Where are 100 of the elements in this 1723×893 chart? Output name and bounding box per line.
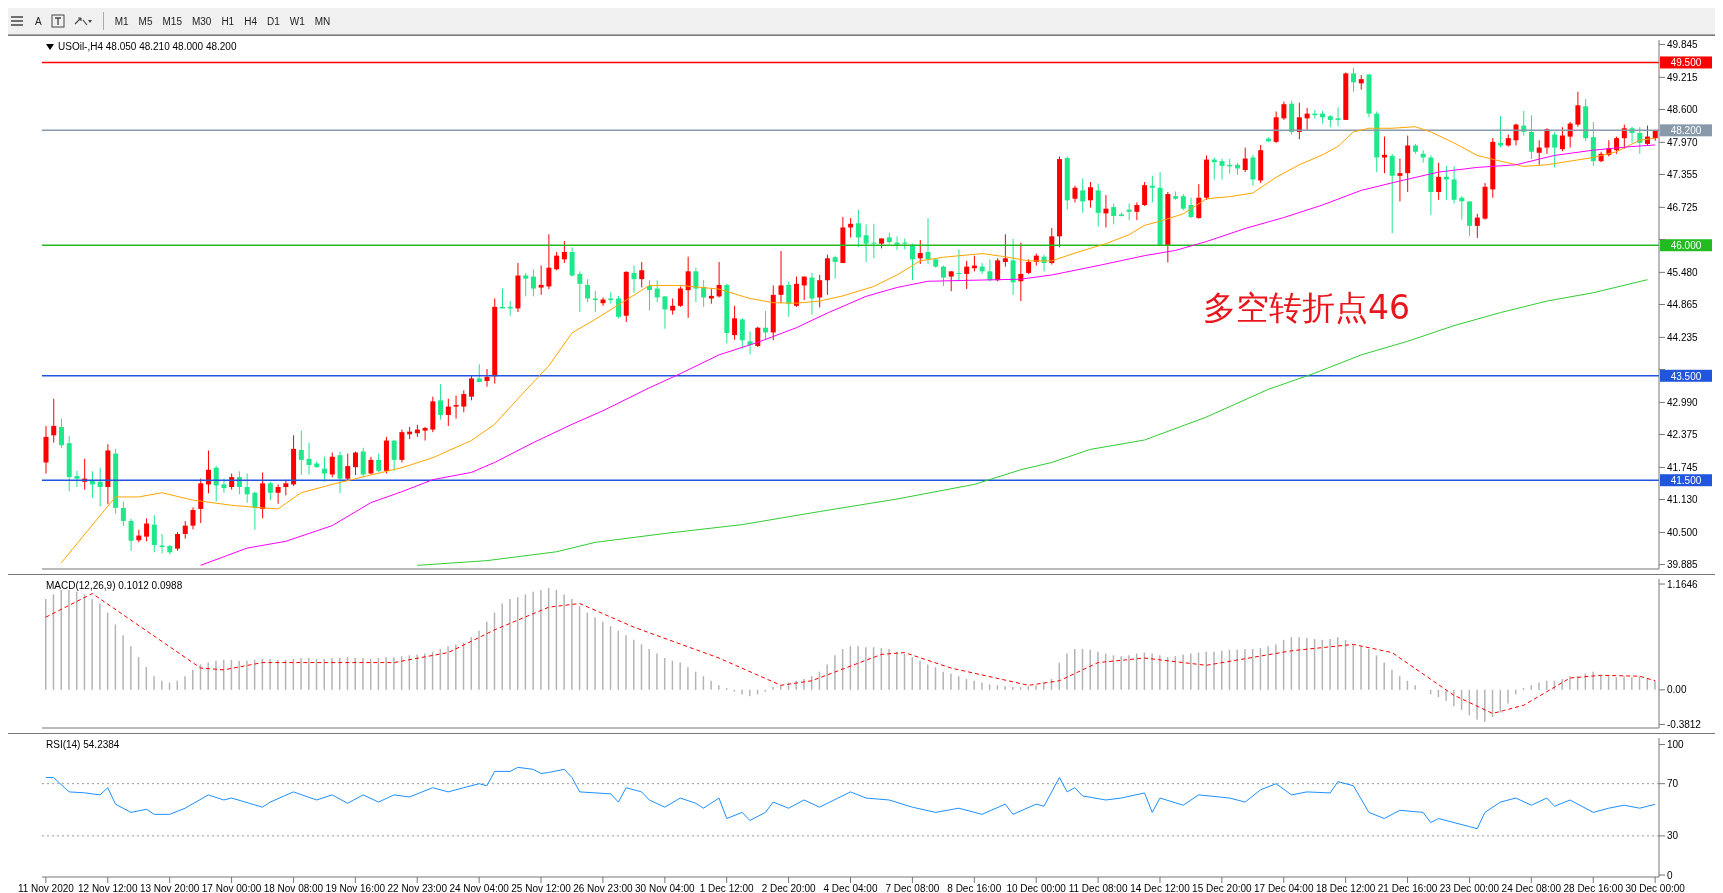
y-tick-label: 47.970 bbox=[1667, 136, 1699, 148]
x-tick-label: 1 Dec 12:00 bbox=[699, 883, 755, 893]
candlestick bbox=[1621, 124, 1627, 150]
candlestick bbox=[554, 251, 560, 271]
candlestick bbox=[925, 217, 931, 265]
x-tick-label: 24 Nov 04:00 bbox=[449, 883, 510, 893]
candlestick bbox=[1436, 162, 1442, 201]
candlestick bbox=[1242, 147, 1248, 173]
annotation: 多空转折点46 bbox=[1203, 287, 1410, 329]
candlestick bbox=[51, 398, 57, 444]
y-tick-label: 47.355 bbox=[1667, 169, 1699, 181]
x-tick-label: 30 Nov 04:00 bbox=[635, 883, 695, 893]
candlestick bbox=[956, 248, 962, 281]
candlestick bbox=[530, 268, 536, 297]
candlestick bbox=[484, 368, 490, 388]
y-tick-label: 70 bbox=[1667, 778, 1679, 790]
candlestick bbox=[561, 240, 567, 264]
x-tick-label: 22 Nov 23:00 bbox=[387, 883, 448, 893]
candlestick bbox=[995, 257, 1001, 282]
candlestick bbox=[1149, 175, 1155, 203]
candlestick bbox=[445, 398, 451, 427]
candlestick bbox=[1095, 183, 1101, 227]
candlestick bbox=[1080, 177, 1086, 214]
candlestick bbox=[677, 285, 683, 308]
candlestick bbox=[654, 279, 660, 303]
candlestick bbox=[1528, 114, 1534, 160]
line-series bbox=[416, 279, 1648, 566]
candlestick bbox=[809, 272, 815, 316]
candlestick bbox=[585, 278, 591, 303]
x-tick-label: 23 Dec 00:00 bbox=[1439, 883, 1500, 893]
candlestick bbox=[1111, 202, 1117, 225]
chart-title: RSI(14) 54.2384 bbox=[46, 739, 120, 750]
candlestick bbox=[546, 233, 552, 290]
x-tick-label: 13 Nov 20:00 bbox=[139, 883, 200, 893]
text: A bbox=[34, 14, 43, 29]
candlestick bbox=[1474, 213, 1480, 239]
candlestick bbox=[267, 481, 273, 501]
candlestick bbox=[128, 518, 134, 552]
candlestick bbox=[732, 305, 738, 341]
y-tick-label: 46.725 bbox=[1667, 201, 1699, 213]
candlestick bbox=[1389, 153, 1395, 234]
candlestick bbox=[639, 261, 645, 289]
candlestick bbox=[1087, 181, 1093, 209]
text: D1 bbox=[266, 14, 281, 29]
y-tick-label: 42.375 bbox=[1667, 429, 1699, 441]
candlestick bbox=[221, 478, 227, 494]
candlestick bbox=[1296, 102, 1302, 140]
candlestick bbox=[1552, 131, 1558, 168]
candlestick bbox=[940, 265, 946, 287]
x-tick-label: 18 Dec 12:00 bbox=[1315, 883, 1376, 893]
candlestick bbox=[1559, 126, 1565, 152]
candlestick bbox=[817, 274, 823, 308]
x-tick-label: 10 Dec 00:00 bbox=[1006, 883, 1067, 893]
text: W1 bbox=[288, 14, 306, 29]
candlestick bbox=[275, 483, 281, 505]
candlestick bbox=[345, 453, 351, 482]
x-tick-label: 15 Dec 20:00 bbox=[1192, 883, 1253, 893]
x-tick-label: 17 Nov 00:00 bbox=[201, 883, 262, 893]
x-tick-label: 26 Nov 23:00 bbox=[573, 883, 634, 893]
y-tick-label: 48.600 bbox=[1667, 104, 1699, 115]
x-tick-label: 7 Dec 08:00 bbox=[885, 883, 940, 893]
candlestick bbox=[523, 272, 529, 297]
candlestick bbox=[755, 326, 761, 348]
x-tick-label: 19 Nov 16:00 bbox=[325, 883, 386, 893]
candlestick bbox=[244, 472, 250, 504]
candlestick bbox=[786, 281, 792, 318]
candlestick bbox=[793, 276, 799, 308]
candlestick bbox=[453, 395, 459, 420]
candlestick bbox=[120, 501, 126, 527]
candlestick bbox=[855, 209, 861, 248]
x-tick-label: 14 Dec 12:00 bbox=[1130, 883, 1191, 893]
candlestick bbox=[1351, 67, 1357, 93]
y-tick-label: 41.130 bbox=[1667, 494, 1699, 506]
x-tick-label: 21 Dec 16:00 bbox=[1377, 883, 1438, 893]
ref-line-label: 48.200 bbox=[1670, 125, 1702, 137]
candlestick bbox=[1134, 201, 1140, 221]
candlestick bbox=[1335, 106, 1341, 127]
y-tick-label: 41.745 bbox=[1667, 461, 1699, 473]
x-tick-label: 24 Dec 08:00 bbox=[1501, 883, 1562, 893]
candlestick bbox=[144, 517, 150, 542]
candlestick bbox=[824, 254, 830, 296]
x-tick-label: 8 Dec 16:00 bbox=[947, 883, 1002, 893]
candlestick bbox=[1196, 183, 1202, 220]
candlestick bbox=[987, 258, 993, 282]
candlestick bbox=[608, 291, 614, 305]
x-tick-label: 18 Nov 08:00 bbox=[263, 883, 324, 893]
candlestick bbox=[577, 270, 583, 313]
candlestick bbox=[917, 239, 923, 265]
candlestick bbox=[329, 452, 335, 478]
text: H1 bbox=[220, 14, 236, 29]
candlestick bbox=[739, 317, 745, 350]
x-tick-label: 25 Nov 12:00 bbox=[511, 883, 572, 893]
candlestick bbox=[1544, 127, 1550, 155]
x-tick-label: 4 Dec 04:00 bbox=[823, 883, 878, 893]
candlestick bbox=[97, 467, 103, 507]
candlestick bbox=[1281, 101, 1287, 121]
candlestick bbox=[1010, 238, 1016, 296]
x-tick-label: 2 Dec 20:00 bbox=[761, 883, 816, 893]
y-tick-label: 0 bbox=[1667, 869, 1673, 881]
candlestick bbox=[1536, 139, 1542, 166]
